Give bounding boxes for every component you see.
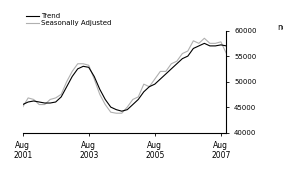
- Y-axis label: no.: no.: [278, 23, 283, 32]
- Legend: Trend, Seasonally Adjusted: Trend, Seasonally Adjusted: [26, 13, 112, 26]
